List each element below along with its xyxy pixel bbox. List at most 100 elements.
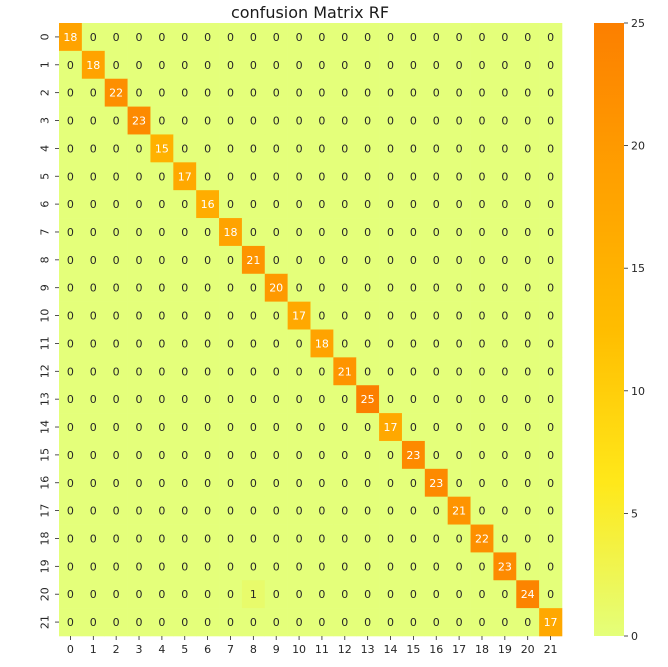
heatmap-cell	[150, 329, 174, 358]
heatmap-cell	[104, 301, 128, 330]
heatmap-cell	[539, 134, 563, 163]
cell-value-label: 0	[136, 616, 143, 629]
heatmap-cell	[493, 301, 517, 330]
cell-value-label: 0	[433, 449, 440, 462]
heatmap-cell	[356, 580, 380, 609]
cell-value-label: 0	[158, 560, 165, 573]
cell-value-label: 0	[364, 421, 371, 434]
heatmap-cell	[104, 468, 128, 497]
cell-value-label: 0	[67, 198, 74, 211]
cell-value-label: 0	[547, 477, 554, 490]
cell-value-label: 0	[364, 616, 371, 629]
cell-value-label: 0	[341, 449, 348, 462]
cell-value-label: 0	[341, 560, 348, 573]
cell-value-label: 0	[318, 310, 325, 323]
heatmap-cell	[264, 134, 288, 163]
cell-value-label: 0	[90, 449, 97, 462]
heatmap-cell	[150, 468, 174, 497]
heatmap-cell	[401, 162, 426, 191]
cell-value-label: 0	[113, 254, 120, 267]
heatmap-cell	[241, 78, 266, 107]
cell-value-label: 0	[227, 337, 234, 350]
heatmap-cell	[424, 23, 448, 52]
heatmap-cell	[493, 78, 517, 107]
cell-value-label: 0	[90, 226, 97, 239]
x-tick-label: 9	[273, 643, 280, 656]
heatmap-cell	[104, 190, 128, 219]
cell-value-label: 0	[433, 616, 440, 629]
heatmap-cell	[219, 524, 243, 553]
heatmap-cell	[470, 106, 494, 135]
heatmap-cell	[287, 413, 311, 442]
heatmap-cell	[401, 23, 426, 52]
heatmap-cell	[104, 218, 128, 247]
heatmap-cell	[241, 106, 266, 135]
cell-value-label: 0	[341, 310, 348, 323]
heatmap-cell	[310, 580, 334, 609]
cell-value-label: 0	[296, 115, 303, 128]
cell-value-label: 0	[478, 421, 485, 434]
heatmap-cell	[447, 50, 471, 80]
cell-value-label: 0	[524, 393, 531, 406]
heatmap-cell	[447, 301, 471, 330]
cell-value-label: 0	[250, 365, 257, 378]
cell-value-label: 0	[524, 31, 531, 44]
heatmap-cell	[333, 608, 357, 637]
cell-value-label: 0	[113, 59, 120, 72]
heatmap-cell	[241, 413, 266, 442]
cell-value-label: 0	[67, 505, 74, 518]
heatmap-cell	[333, 245, 357, 275]
cell-value-label: 0	[387, 170, 394, 183]
heatmap-cell	[379, 413, 403, 442]
cell-value-label: 0	[318, 588, 325, 601]
heatmap-cell	[333, 413, 357, 442]
cell-value-label: 0	[136, 254, 143, 267]
cell-value-label: 0	[318, 115, 325, 128]
cell-value-label: 0	[364, 59, 371, 72]
heatmap-cell	[127, 301, 151, 330]
heatmap-cell	[356, 552, 380, 581]
cell-value-label: 0	[341, 532, 348, 545]
cell-value-label: 0	[524, 532, 531, 545]
heatmap-cell	[81, 162, 106, 191]
heatmap-cell	[287, 440, 311, 470]
cell-value-label: 0	[113, 616, 120, 629]
cell-value-label: 0	[410, 198, 417, 211]
cell-value-label: 0	[90, 560, 97, 573]
heatmap-cell	[127, 190, 151, 219]
heatmap-cell	[516, 413, 540, 442]
heatmap-cell	[424, 273, 448, 302]
heatmap-cell	[493, 608, 517, 637]
heatmap-cell	[127, 329, 151, 358]
heatmap-cell	[424, 524, 448, 553]
heatmap-cell	[241, 608, 266, 637]
cell-value-label: 0	[318, 477, 325, 490]
colorbar-tick-label: 20	[631, 140, 645, 153]
heatmap-cell	[493, 468, 517, 497]
cell-value-label: 0	[387, 588, 394, 601]
cell-value-label: 0	[204, 532, 211, 545]
heatmap-cell	[59, 440, 83, 470]
cell-value-label: 0	[341, 198, 348, 211]
cell-value-label: 0	[296, 254, 303, 267]
cell-value-label: 0	[387, 505, 394, 518]
heatmap-cell	[470, 50, 494, 80]
cell-value-label: 23	[498, 560, 512, 573]
cell-value-label: 0	[364, 310, 371, 323]
cell-value-label: 0	[547, 142, 554, 155]
cell-value-label: 0	[181, 87, 188, 100]
heatmap-cell	[264, 440, 288, 470]
cell-value-label: 0	[113, 505, 120, 518]
cell-value-label: 0	[158, 365, 165, 378]
cell-value-label: 0	[296, 282, 303, 295]
cell-value-label: 0	[67, 449, 74, 462]
heatmap-cell	[424, 329, 448, 358]
cell-value-label: 0	[456, 198, 463, 211]
heatmap-cell	[196, 496, 220, 525]
heatmap-cell	[241, 385, 266, 414]
heatmap-cell	[401, 106, 426, 135]
cell-value-label: 0	[227, 87, 234, 100]
cell-value-label: 0	[478, 477, 485, 490]
heatmap-cell	[333, 496, 357, 525]
heatmap-cell	[516, 524, 540, 553]
